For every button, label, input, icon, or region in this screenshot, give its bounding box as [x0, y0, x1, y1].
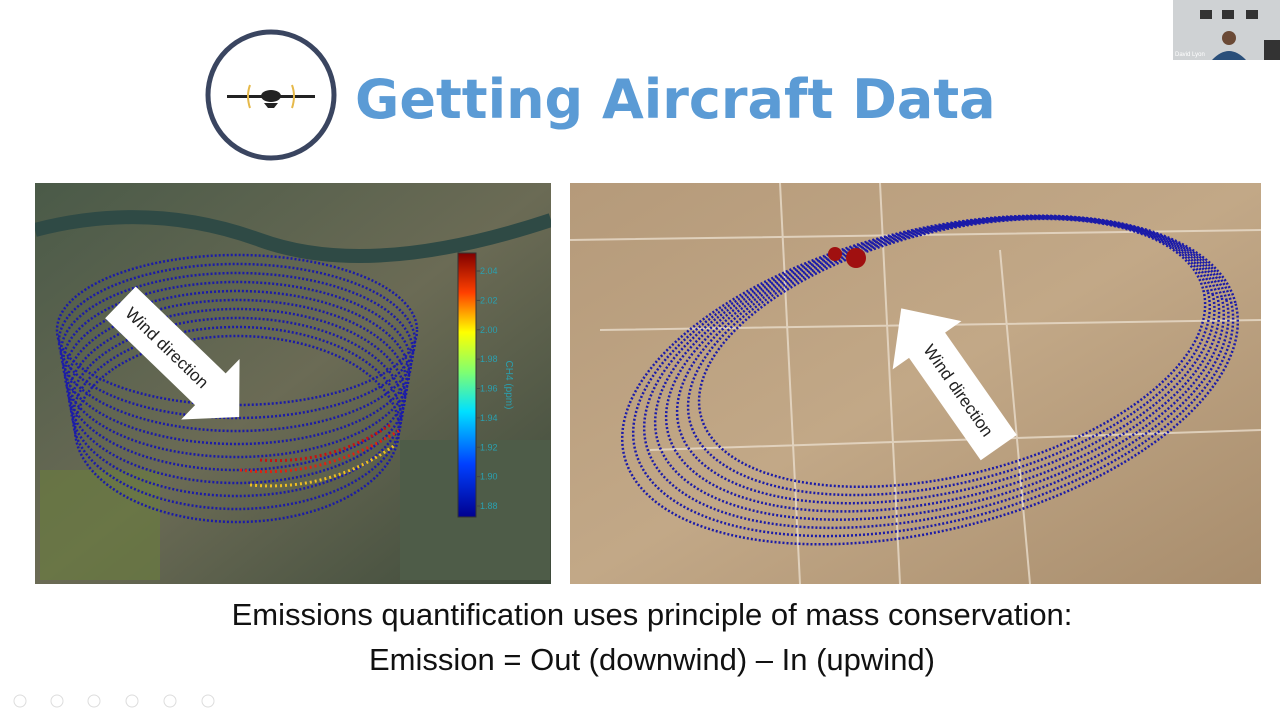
flight-ring	[61, 280, 413, 446]
video-thumbnail[interactable]: David Lyon	[1173, 0, 1280, 60]
flight-ring	[65, 298, 409, 472]
flight-ring	[67, 307, 407, 485]
colorbar-tick-label: 1.88	[480, 501, 498, 511]
flight-ring	[63, 289, 411, 459]
colorbar	[457, 252, 477, 518]
flight-ring	[57, 262, 417, 420]
flight-ring	[69, 316, 405, 498]
flight-ring	[642, 215, 1230, 530]
colorbar-tick-label: 1.98	[480, 354, 498, 364]
colorbar-tick-label: 1.94	[480, 413, 498, 423]
flight-ring	[73, 334, 401, 524]
participant-name: David Lyon	[1175, 52, 1205, 58]
colorbar-tick-label: 1.90	[480, 472, 498, 482]
flight-ring	[675, 216, 1216, 505]
colorbar-label: CH4 (ppm)	[503, 361, 514, 410]
caption-line: Emission = Out (downwind) – In (upwind)	[369, 642, 935, 677]
colorbar-tick-label: 2.00	[480, 325, 498, 335]
colorbar-tick-label: 1.92	[480, 442, 498, 452]
slide-toolbar	[13, 694, 215, 708]
flight-ring	[631, 214, 1235, 538]
logo	[205, 29, 337, 161]
colorbar-tick-label: 2.04	[480, 266, 498, 276]
colorbar-tick-label: 2.02	[480, 295, 498, 305]
flight-ring	[686, 217, 1212, 497]
slide-title: Getting Aircraft Data	[355, 68, 996, 131]
flight-ring	[71, 325, 403, 511]
flight-ring	[697, 217, 1207, 489]
colorbar-tick-label: 1.96	[480, 384, 498, 394]
caption-line: Emissions quantification uses principle …	[232, 597, 1073, 632]
right-image	[570, 183, 1261, 584]
flight-ring	[59, 271, 415, 433]
